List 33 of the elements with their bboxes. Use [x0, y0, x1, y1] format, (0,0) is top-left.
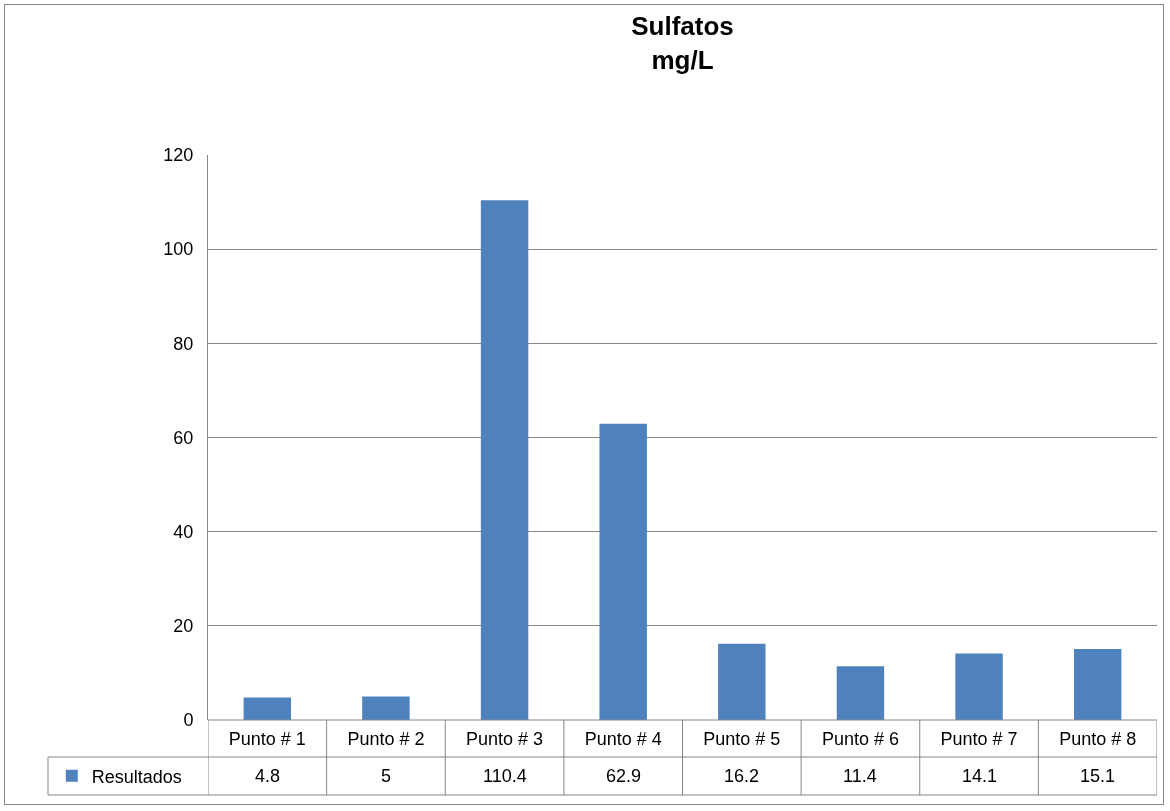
chart-title: Sulfatos mg/L [631, 11, 734, 75]
y-tick-label: 80 [173, 333, 194, 354]
x-tick-label: Punto # 6 [821, 729, 899, 749]
bar [1073, 648, 1122, 720]
x-tick-label: Punto # 4 [584, 729, 662, 749]
bar [480, 200, 529, 720]
data-label: 62.9 [606, 766, 642, 786]
x-tick-label: Punto # 7 [940, 729, 1018, 749]
y-tick-label: 100 [163, 239, 194, 260]
y-tick-label: 20 [173, 616, 194, 637]
x-tick-label: Punto # 2 [347, 729, 425, 749]
x-tick-label: Punto # 1 [228, 729, 306, 749]
data-label: 11.4 [843, 766, 877, 786]
x-tick-label: Punto # 3 [466, 729, 544, 749]
data-label: 5 [381, 766, 392, 786]
data-label: 14.1 [962, 766, 998, 786]
y-tick-label: 40 [173, 521, 194, 542]
data-label: 16.2 [724, 766, 760, 786]
bar [243, 697, 292, 720]
data-label: 15.1 [1080, 766, 1116, 786]
bar [955, 653, 1003, 720]
x-tick-label: Punto # 5 [703, 729, 781, 749]
y-tick-label: 60 [173, 427, 194, 448]
bar [718, 643, 766, 720]
data-label: 4.8 [255, 766, 281, 786]
y-tick-label: 120 [163, 145, 194, 166]
legend-label: Resultados [91, 766, 182, 787]
bar [599, 423, 647, 720]
y-tick-label: 0 [183, 710, 194, 731]
data-label: 110.4 [483, 766, 527, 786]
bar [362, 696, 410, 720]
bar [836, 666, 885, 720]
x-tick-label: Punto # 8 [1059, 729, 1137, 749]
